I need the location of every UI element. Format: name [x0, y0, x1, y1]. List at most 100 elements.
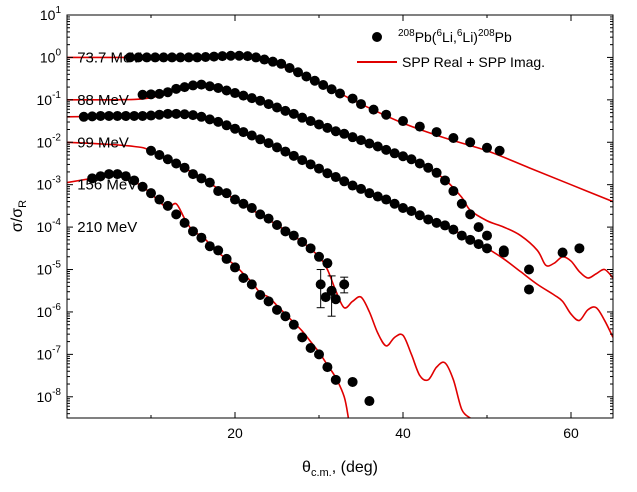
data-point — [414, 158, 425, 169]
data-point — [272, 219, 282, 230]
data-point — [230, 194, 240, 205]
data-point — [158, 52, 169, 63]
data-point — [309, 75, 320, 86]
data-point — [330, 172, 341, 183]
data-point — [234, 50, 245, 61]
data-point — [154, 109, 165, 120]
data-point — [276, 58, 287, 69]
data-point — [524, 264, 534, 275]
data-point — [498, 247, 509, 258]
data-point — [288, 319, 299, 330]
data-point — [78, 111, 89, 122]
data-point — [305, 116, 316, 127]
data-point — [297, 332, 308, 343]
data-point — [217, 51, 228, 62]
data-point — [263, 296, 274, 307]
data-point — [204, 81, 215, 92]
x-tick-label: 60 — [563, 425, 579, 441]
data-point — [318, 79, 329, 90]
data-point — [204, 177, 215, 188]
data-point — [322, 362, 333, 373]
data-point — [356, 183, 366, 194]
data-point — [347, 93, 358, 104]
data-point — [137, 89, 148, 100]
data-point — [288, 230, 299, 241]
legend-data-label: 208Pb(6Li,6Li)208Pb — [398, 28, 512, 45]
data-point — [137, 110, 148, 121]
data-point — [288, 108, 299, 119]
data-point — [192, 52, 203, 63]
data-point — [129, 110, 140, 121]
data-point — [120, 171, 131, 182]
y-tick-label: 10-3 — [37, 175, 62, 193]
data-point — [171, 158, 182, 169]
data-point — [104, 169, 114, 180]
data-point — [251, 52, 261, 63]
data-point — [406, 154, 417, 165]
data-point — [238, 127, 249, 138]
data-point — [297, 236, 308, 247]
data-point — [246, 279, 257, 290]
data-point — [246, 93, 257, 104]
data-point — [213, 116, 224, 127]
data-point — [322, 168, 333, 179]
data-point — [293, 67, 303, 78]
data-point — [162, 154, 173, 165]
data-point — [482, 230, 492, 241]
data-point — [524, 284, 534, 295]
data-point — [204, 241, 215, 252]
data-point — [482, 142, 492, 153]
data-point — [255, 209, 266, 220]
data-point — [196, 232, 207, 243]
data-point — [297, 155, 308, 166]
data-point — [154, 149, 165, 160]
data-point — [263, 138, 274, 149]
data-point — [255, 289, 266, 300]
data-point — [356, 135, 366, 146]
data-point — [305, 159, 316, 170]
data-point — [263, 213, 274, 224]
data-point — [448, 224, 459, 235]
data-point — [473, 222, 484, 233]
data-point — [230, 262, 240, 273]
data-point — [204, 114, 215, 125]
data-point — [171, 83, 182, 94]
plot-frame — [66, 14, 614, 419]
data-point — [225, 50, 236, 61]
data-point — [150, 52, 161, 63]
data-point — [347, 132, 358, 143]
data-point — [188, 226, 198, 237]
data-point — [465, 234, 476, 245]
energy-label: 99 MeV — [77, 134, 129, 151]
data-point — [213, 186, 224, 197]
data-point — [339, 176, 350, 187]
data-point — [200, 51, 211, 62]
data-point — [179, 109, 190, 120]
data-point — [238, 273, 249, 284]
data-point — [339, 128, 350, 139]
data-point — [448, 186, 459, 197]
data-point — [280, 226, 291, 237]
data-point — [314, 163, 324, 174]
data-point — [431, 127, 442, 138]
data-point — [179, 217, 190, 228]
data-point — [120, 110, 131, 121]
data-point — [259, 54, 270, 65]
data-point — [280, 105, 291, 116]
energy-label: 88 MeV — [77, 92, 129, 109]
y-tick-label: 10-5 — [37, 260, 62, 278]
data-point — [347, 180, 358, 191]
data-point — [246, 203, 257, 214]
data-point — [297, 112, 308, 123]
data-point — [112, 110, 123, 121]
data-point — [440, 220, 450, 231]
data-point — [209, 51, 219, 62]
data-point — [188, 80, 198, 91]
data-point — [221, 85, 232, 96]
data-point — [179, 162, 190, 173]
data-point — [188, 169, 198, 180]
data-point — [129, 175, 140, 186]
data-point — [368, 104, 379, 115]
data-point — [167, 52, 177, 63]
data-point — [267, 56, 278, 67]
